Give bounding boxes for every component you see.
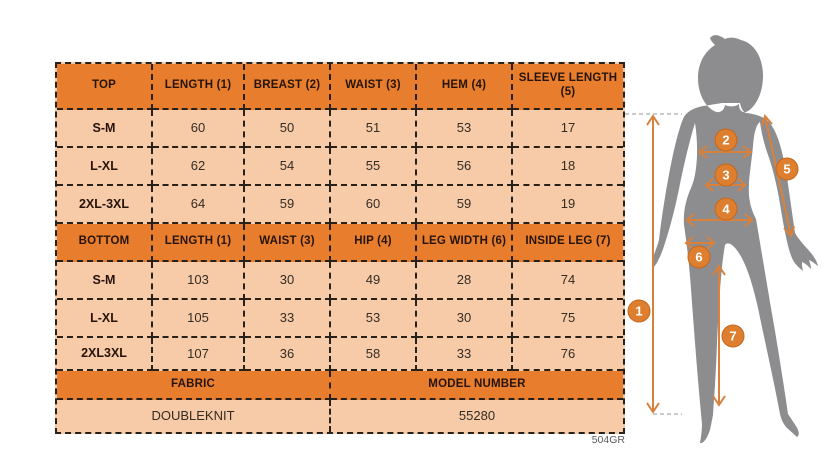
marker-number: 2 <box>722 133 729 148</box>
value-cell: 17 <box>513 110 623 148</box>
size-cell: S-M <box>57 262 153 300</box>
value-cell: 62 <box>153 148 245 186</box>
marker-circle <box>687 245 711 269</box>
value-cell: 19 <box>513 186 623 224</box>
top-header-cell: BREAST (2) <box>245 64 331 110</box>
bottom-header-cell: BOTTOM <box>57 224 153 262</box>
size-cell: 2XL3XL <box>57 338 153 371</box>
marker-circle <box>714 128 738 152</box>
value-cell: 18 <box>513 148 623 186</box>
value-cell: 56 <box>417 148 513 186</box>
value-cell: 36 <box>245 338 331 371</box>
top-header-cell: WAIST (3) <box>331 64 417 110</box>
size-cell: 2XL-3XL <box>57 186 153 224</box>
size-cell: S-M <box>57 110 153 148</box>
arrow-hem <box>685 213 754 227</box>
model-number-header-cell: MODEL NUMBER <box>331 371 623 400</box>
value-cell: 53 <box>331 300 417 338</box>
measurement-marker-7: 7 <box>721 324 745 348</box>
marker-number: 1 <box>635 304 642 319</box>
marker-number: 6 <box>695 250 702 265</box>
arrow-breast <box>697 145 753 159</box>
value-cell: 50 <box>245 110 331 148</box>
top-header-cell: TOP <box>57 64 153 110</box>
marker-number: 3 <box>722 168 729 183</box>
value-cell: 33 <box>245 300 331 338</box>
value-cell: 54 <box>245 148 331 186</box>
measurement-marker-4: 4 <box>714 197 738 221</box>
bottom-header-cell: LENGTH (1) <box>153 224 245 262</box>
measurement-marker-6: 6 <box>687 245 711 269</box>
fabric-header-cell: FABRIC <box>57 371 331 400</box>
value-cell: 49 <box>331 262 417 300</box>
top-header-cell: HEM (4) <box>417 64 513 110</box>
value-cell: 107 <box>153 338 245 371</box>
value-cell: 58 <box>331 338 417 371</box>
marker-circle <box>721 324 745 348</box>
value-cell: 103 <box>153 262 245 300</box>
top-header-cell: LENGTH (1) <box>153 64 245 110</box>
size-cell: L-XL <box>57 300 153 338</box>
value-cell: 51 <box>331 110 417 148</box>
marker-number: 4 <box>722 202 730 217</box>
arrow-inside-leg <box>712 264 726 407</box>
value-cell: 76 <box>513 338 623 371</box>
value-cell: 60 <box>331 186 417 224</box>
arrow-total-length <box>646 114 660 414</box>
size-cell: L-XL <box>57 148 153 186</box>
marker-circle <box>775 157 799 181</box>
top-header-cell: SLEEVE LENGTH (5) <box>513 64 623 110</box>
marker-circle <box>714 163 738 187</box>
value-cell: 59 <box>417 186 513 224</box>
measurement-marker-1: 1 <box>627 299 651 323</box>
bottom-header-cell: LEG WIDTH (6) <box>417 224 513 262</box>
value-cell: 53 <box>417 110 513 148</box>
value-cell: 30 <box>417 300 513 338</box>
marker-circle <box>627 299 651 323</box>
female-silhouette <box>652 35 818 444</box>
value-cell: 74 <box>513 262 623 300</box>
value-cell: 60 <box>153 110 245 148</box>
measurement-arrows <box>646 113 795 414</box>
bottom-header-cell: WAIST (3) <box>245 224 331 262</box>
bottom-header-cell: INSIDE LEG (7) <box>513 224 623 262</box>
marker-circle <box>714 197 738 221</box>
style-code: 504GR <box>591 434 625 446</box>
measurement-figure: 1 2 3 4 5 6 7 <box>625 35 818 444</box>
measurement-marker-3: 3 <box>714 163 738 187</box>
value-cell: 55 <box>331 148 417 186</box>
size-chart-table: TOP LENGTH (1) BREAST (2) WAIST (3) HEM … <box>55 62 625 434</box>
guide-lines <box>625 113 682 415</box>
measurement-marker-2: 2 <box>714 128 738 152</box>
value-cell: 33 <box>417 338 513 371</box>
value-cell: 28 <box>417 262 513 300</box>
value-cell: 105 <box>153 300 245 338</box>
fabric-value-cell: DOUBLEKNIT <box>57 400 331 432</box>
value-cell: 30 <box>245 262 331 300</box>
arrow-leg-width <box>684 236 716 250</box>
marker-number: 5 <box>783 162 790 177</box>
marker-number: 7 <box>729 329 736 344</box>
measurement-marker-5: 5 <box>775 157 799 181</box>
value-cell: 64 <box>153 186 245 224</box>
bottom-header-cell: HIP (4) <box>331 224 417 262</box>
model-number-value-cell: 55280 <box>331 400 623 432</box>
value-cell: 59 <box>245 186 331 224</box>
value-cell: 75 <box>513 300 623 338</box>
